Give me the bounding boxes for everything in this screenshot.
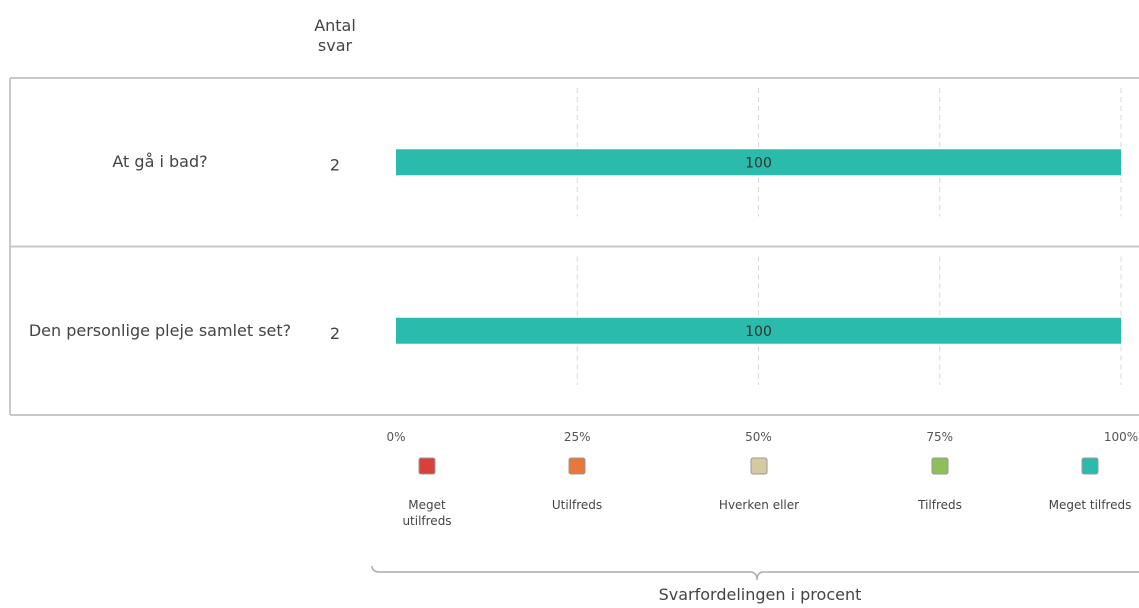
legend-swatch xyxy=(568,457,586,475)
legend-label: Hverken eller xyxy=(718,498,800,512)
legend-swatch xyxy=(418,457,436,475)
legend-swatch xyxy=(931,457,949,475)
bar-segment xyxy=(396,317,1121,344)
category-label: Den personlige pleje samlet set? xyxy=(28,320,292,340)
legend-label: Meget utilfreds xyxy=(402,498,452,528)
legend-swatch xyxy=(1081,457,1099,475)
bar-segment xyxy=(396,149,1121,176)
value-label: 100 xyxy=(745,155,772,171)
count-header: Antal svar xyxy=(314,16,356,55)
legend-swatch xyxy=(750,457,768,475)
legend-label: Tilfreds xyxy=(918,498,962,512)
x-tick-label: 50% xyxy=(745,430,772,444)
x-tick-label: 0% xyxy=(386,430,405,444)
count: 2 xyxy=(330,324,340,343)
x-axis-label: Svarfordelingen i procent xyxy=(658,584,862,604)
legend-label: Utilfreds xyxy=(551,498,603,512)
value-label: 100 xyxy=(745,324,772,340)
count: 2 xyxy=(330,155,340,174)
category-label: At gå i bad? xyxy=(112,152,208,172)
axis-brace xyxy=(371,565,1139,581)
legend-label: Meget tilfreds xyxy=(1048,498,1132,512)
x-tick-label: 25% xyxy=(564,430,591,444)
x-tick-label: 100% xyxy=(1104,430,1138,444)
x-tick-label: 75% xyxy=(926,430,953,444)
